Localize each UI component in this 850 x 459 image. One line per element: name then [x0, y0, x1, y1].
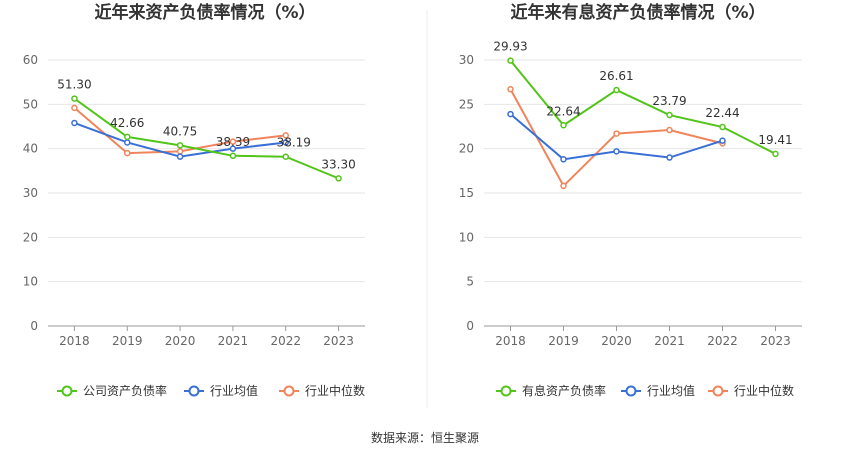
x-tick-label: 2018 — [495, 334, 526, 348]
x-tick-label: 2022 — [270, 334, 301, 348]
x-tick-label: 2020 — [601, 334, 632, 348]
data-label: 42.66 — [110, 116, 144, 130]
data-point[interactable] — [772, 150, 779, 158]
data-point[interactable] — [176, 148, 184, 155]
data-point[interactable] — [719, 123, 726, 131]
data-point[interactable] — [666, 111, 673, 119]
data-label: 33.30 — [321, 157, 355, 171]
y-tick-label: 40 — [23, 142, 38, 156]
data-point[interactable] — [282, 153, 289, 160]
chart-title: 近年来资产负债率情况（%） — [94, 2, 315, 23]
data-point[interactable] — [560, 122, 567, 129]
x-tick-label: 2019 — [548, 334, 579, 348]
series-line — [73, 97, 339, 180]
legend-item[interactable]: 行业中位数 — [708, 383, 794, 398]
data-point[interactable] — [666, 126, 673, 134]
legend-label: 行业均值 — [210, 383, 258, 398]
x-tick-label: 2023 — [323, 334, 354, 348]
y-tick-label: 30 — [23, 186, 38, 200]
x-tick-label: 2018 — [59, 334, 90, 348]
legend-label: 行业均值 — [647, 383, 695, 398]
data-point[interactable] — [335, 175, 342, 182]
y-tick-label: 20 — [23, 230, 38, 244]
legend-marker — [61, 385, 73, 397]
legend-marker — [625, 385, 637, 397]
data-point[interactable] — [124, 139, 131, 146]
data-point[interactable] — [666, 154, 673, 161]
source-note: 数据来源：恒生聚源 — [371, 430, 479, 445]
legend-label: 有息资产负债率 — [522, 383, 606, 398]
y-tick-label: 60 — [23, 53, 38, 67]
x-tick-label: 2021 — [654, 334, 685, 348]
legend-label: 行业中位数 — [734, 383, 794, 398]
data-label: 22.44 — [705, 106, 739, 120]
data-point[interactable] — [613, 86, 620, 94]
x-tick-label: 2023 — [760, 334, 791, 348]
series-line — [509, 88, 723, 188]
legend-marker — [712, 385, 724, 397]
data-point[interactable] — [229, 145, 237, 152]
data-point[interactable] — [71, 119, 78, 127]
data-label: 29.93 — [493, 40, 527, 54]
data-point[interactable] — [282, 132, 289, 139]
data-label: 38.39 — [216, 135, 250, 149]
data-point[interactable] — [124, 149, 131, 157]
data-point[interactable] — [560, 156, 567, 163]
legend-item[interactable]: 有息资产负债率 — [496, 383, 606, 398]
chart-interest-debt-ratio: 近年来有息资产负债率情况（%） 0 5 10 15 20 25 30 2018 2019 2020… — [459, 2, 802, 398]
data-point[interactable] — [282, 139, 289, 146]
y-tick-label: 30 — [459, 53, 474, 67]
data-point[interactable] — [176, 142, 184, 149]
data-point[interactable] — [507, 110, 514, 118]
y-tick-label: 20 — [459, 142, 474, 156]
y-tick-label: 10 — [23, 275, 38, 289]
x-tick-label: 2022 — [707, 334, 738, 348]
legend-marker — [188, 385, 200, 397]
legend-marker — [283, 385, 295, 397]
data-point[interactable] — [613, 148, 620, 155]
y-tick-label: 5 — [466, 275, 474, 289]
legend-item[interactable]: 公司资产负债率 — [57, 383, 167, 398]
data-label: 38.19 — [277, 136, 311, 150]
legend-marker — [500, 385, 512, 397]
y-tick-label: 0 — [30, 319, 38, 333]
y-tick-label: 50 — [23, 97, 38, 111]
legend-label: 行业中位数 — [305, 383, 365, 398]
chart-debt-ratio: 近年来资产负债率情况（%） 0 10 20 30 40 50 60 2018 2019 2020 2… — [23, 2, 365, 398]
data-label: 22.64 — [546, 104, 580, 118]
data-point[interactable] — [124, 133, 131, 141]
x-tick-label: 2019 — [112, 334, 143, 348]
data-point[interactable] — [71, 104, 78, 112]
data-point[interactable] — [560, 182, 567, 190]
data-label: 23.79 — [652, 94, 686, 108]
y-tick-label: 25 — [459, 97, 474, 111]
legend-item[interactable]: 行业中位数 — [279, 383, 365, 398]
data-label: 19.41 — [758, 133, 792, 147]
chart-title: 近年来有息资产负债率情况（%） — [510, 2, 765, 23]
legend-label: 公司资产负债率 — [83, 383, 167, 398]
data-point[interactable] — [71, 95, 78, 102]
data-point[interactable] — [507, 57, 514, 64]
data-point[interactable] — [507, 86, 514, 93]
data-label: 40.75 — [163, 124, 197, 138]
data-point[interactable] — [719, 137, 726, 144]
data-label: 26.61 — [599, 69, 633, 83]
data-label: 51.30 — [57, 78, 91, 92]
data-point[interactable] — [229, 138, 237, 145]
data-point[interactable] — [613, 130, 620, 137]
legend-item[interactable]: 行业均值 — [621, 383, 695, 398]
x-tick-label: 2020 — [165, 334, 196, 348]
data-point[interactable] — [176, 153, 184, 160]
data-point[interactable] — [229, 152, 237, 160]
x-tick-label: 2021 — [218, 334, 249, 348]
y-tick-label: 15 — [459, 186, 474, 200]
legend-item[interactable]: 行业均值 — [184, 383, 258, 398]
series-line — [509, 59, 776, 155]
y-tick-label: 0 — [466, 319, 474, 333]
y-tick-label: 10 — [459, 230, 474, 244]
